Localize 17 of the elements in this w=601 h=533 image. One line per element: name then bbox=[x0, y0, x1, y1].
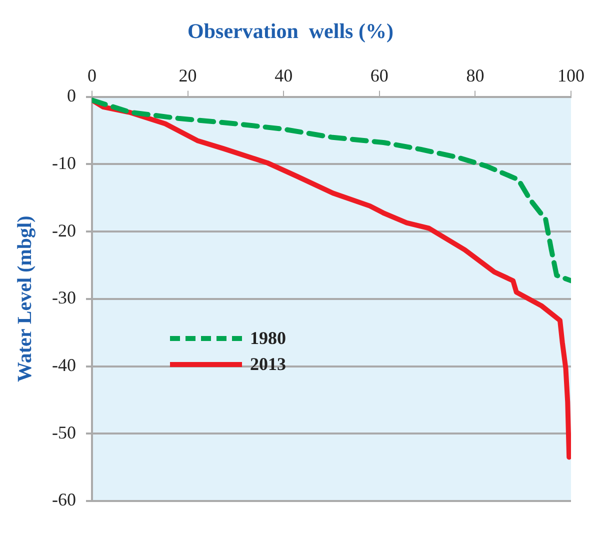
legend-label: 2013 bbox=[250, 354, 286, 374]
x-tick-label: 60 bbox=[370, 66, 388, 86]
x-tick-label: 0 bbox=[87, 66, 96, 86]
legend-label: 1980 bbox=[250, 328, 286, 348]
y-tick-label: -40 bbox=[52, 355, 76, 375]
y-tick-label: -30 bbox=[52, 288, 76, 308]
y-axis-title: Water Level (mbgl) bbox=[14, 216, 36, 382]
y-tick-label: -10 bbox=[52, 152, 76, 173]
x-tick-label: 40 bbox=[274, 66, 293, 86]
x-tick-label: 80 bbox=[466, 66, 484, 86]
chart-title: Observation wells (%) bbox=[188, 19, 394, 44]
y-tick-label: -50 bbox=[52, 422, 76, 442]
x-tick-label: 20 bbox=[178, 66, 197, 86]
y-tick-label: -20 bbox=[52, 220, 76, 240]
x-tick-label: 100 bbox=[558, 66, 584, 86]
y-tick-label: 0 bbox=[66, 86, 76, 106]
y-tick-label: -60 bbox=[52, 490, 76, 510]
